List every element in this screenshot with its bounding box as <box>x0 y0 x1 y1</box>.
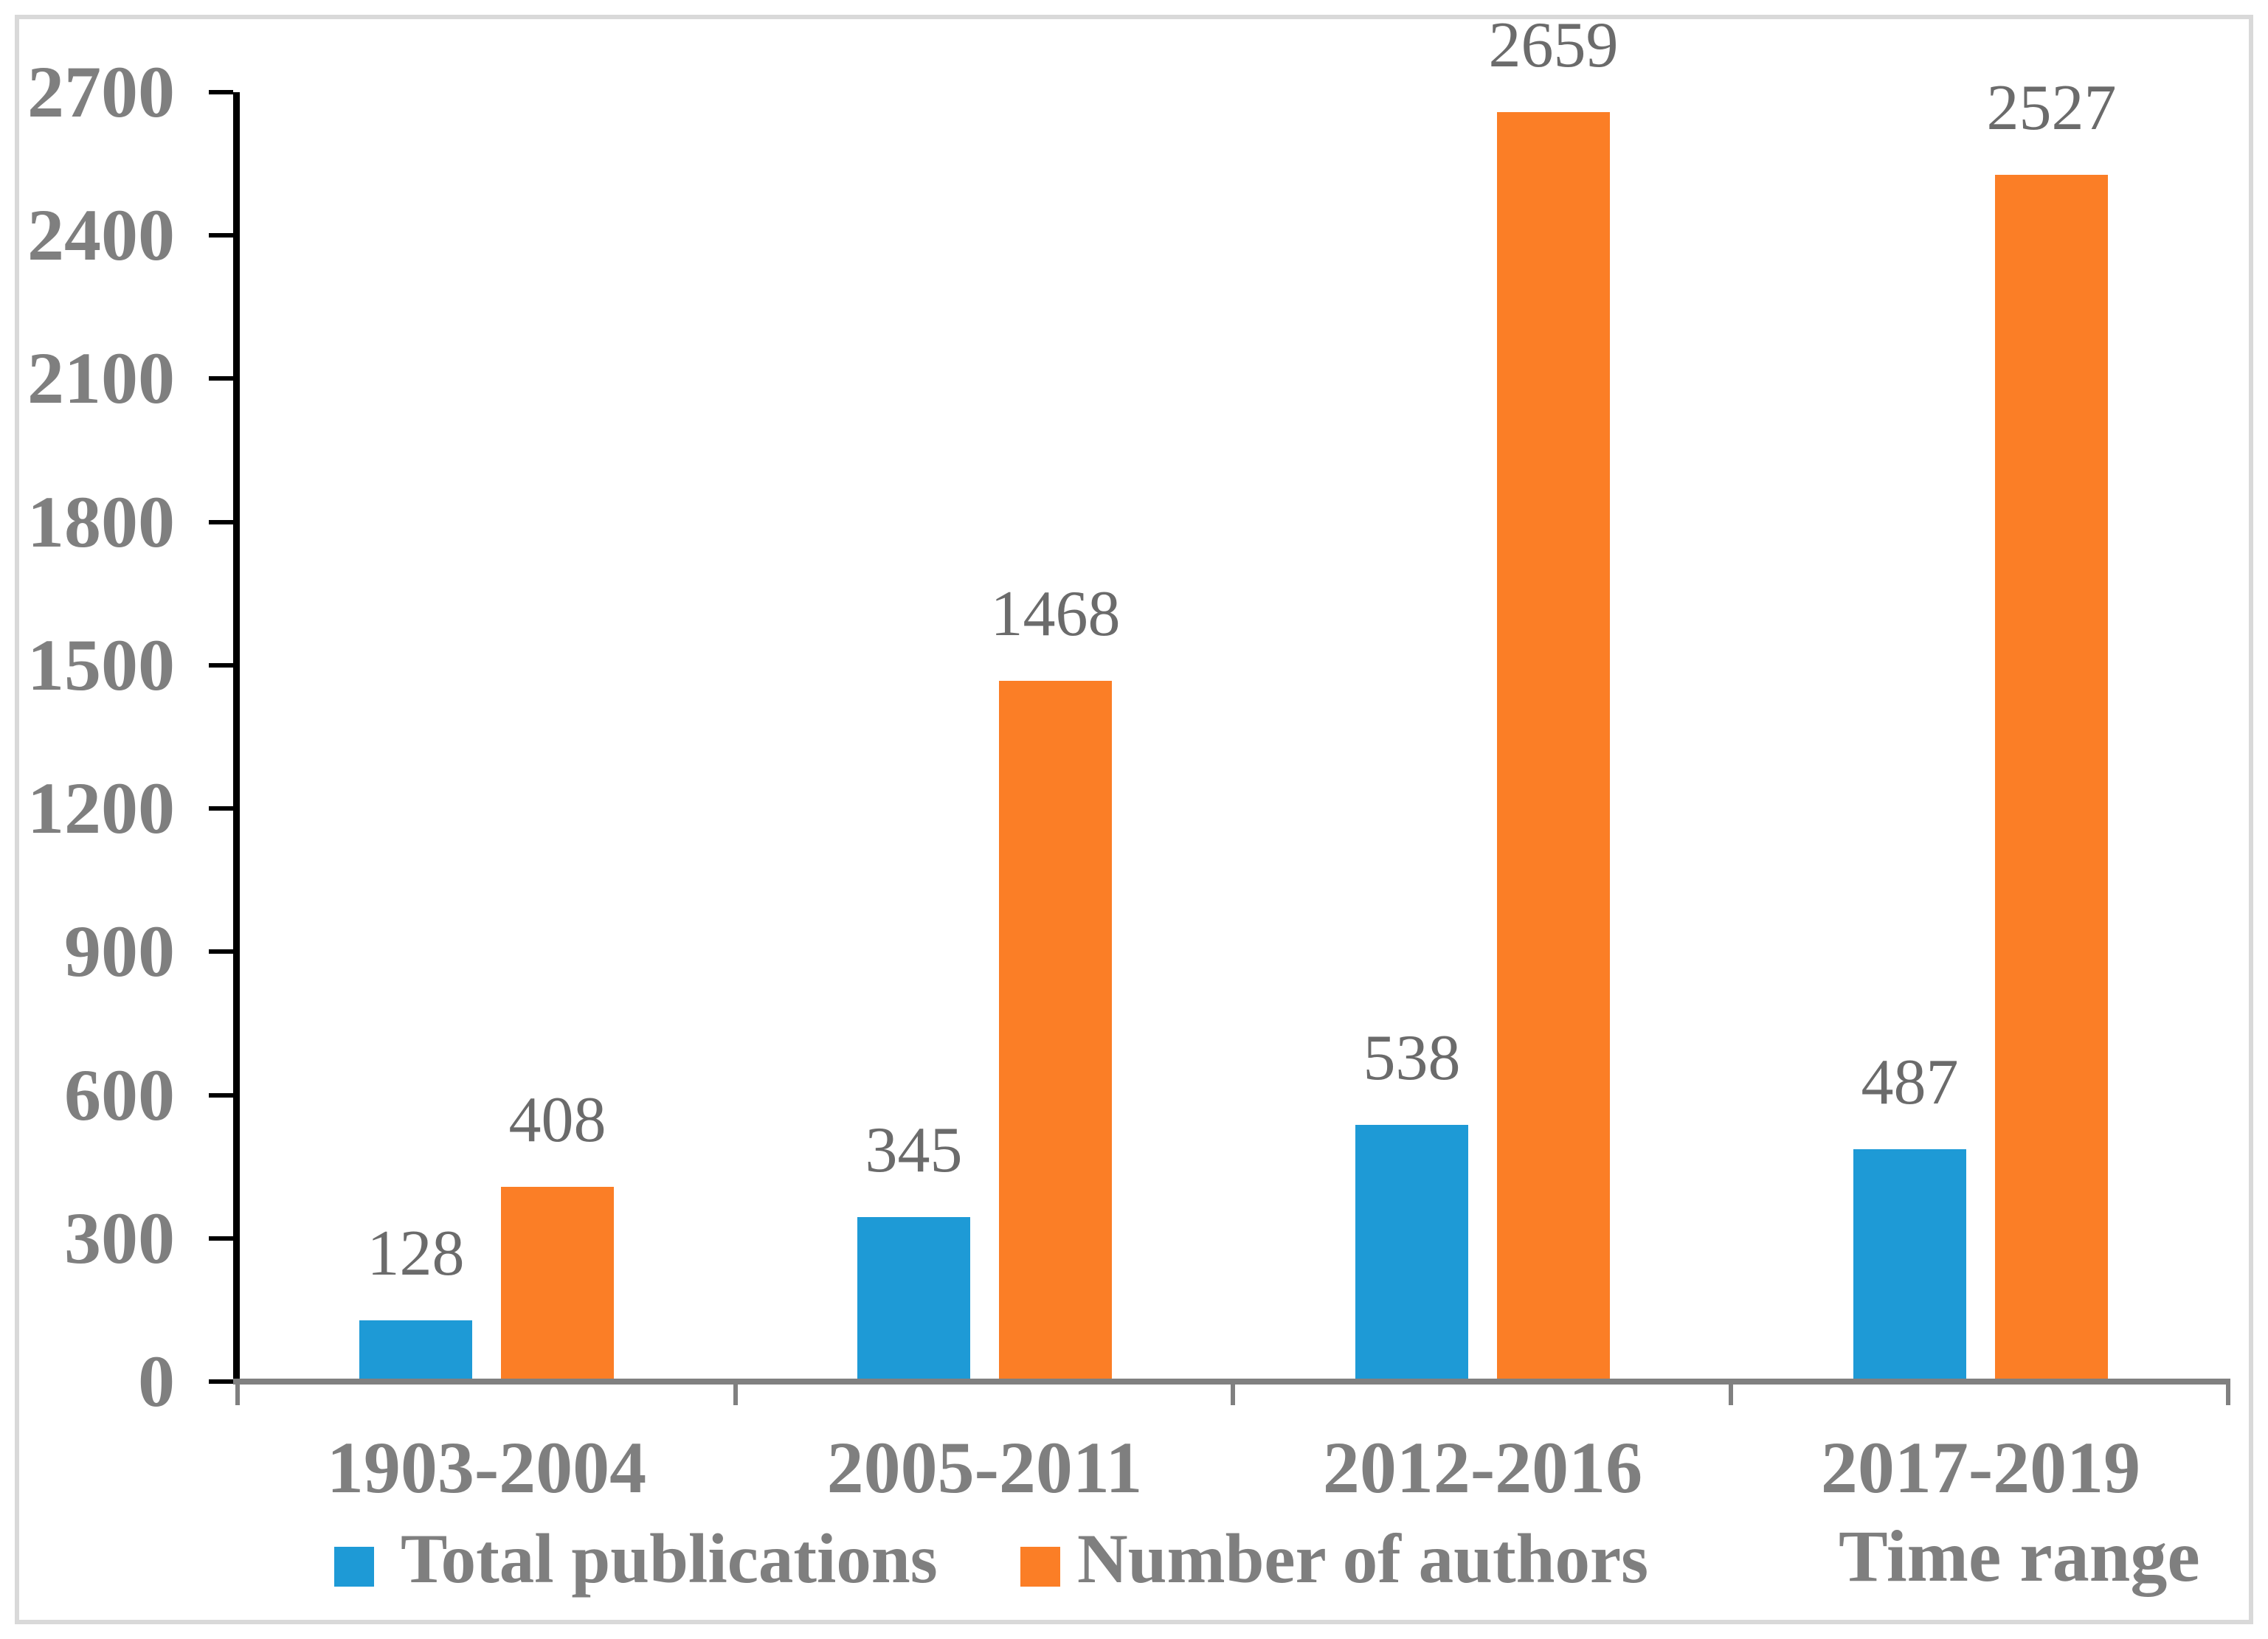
data-label-number-of-authors-1903-2004: 408 <box>508 1084 606 1156</box>
data-label-total-publications-2005-2011: 345 <box>865 1114 963 1186</box>
data-label-number-of-authors-2012-2016: 2659 <box>1488 9 1619 81</box>
x-tick-label-2005-2011: 2005-2011 <box>826 1427 1143 1508</box>
legend-label-total-publications: Total publications <box>401 1520 938 1598</box>
y-tick-mark-1800 <box>208 519 233 524</box>
x-tick-label-1903-2004: 1903-2004 <box>326 1427 647 1508</box>
x-tick-mark-4 <box>2226 1385 2230 1405</box>
x-tick-mark-0 <box>235 1385 240 1405</box>
data-label-total-publications-1903-2004: 128 <box>367 1218 465 1290</box>
y-tick-label-2700: 2700 <box>27 51 175 133</box>
y-tick-mark-900 <box>208 949 233 954</box>
y-tick-mark-1500 <box>208 662 233 668</box>
y-tick-label-1800: 1800 <box>27 480 175 563</box>
y-tick-label-1500: 1500 <box>27 623 175 706</box>
x-tick-mark-2 <box>1231 1385 1235 1405</box>
y-tick-mark-1200 <box>208 806 233 811</box>
data-label-total-publications-2017-2019: 487 <box>1861 1046 1959 1118</box>
bar-number-of-authors-2017-2019 <box>1995 175 2108 1382</box>
x-axis-line <box>232 1379 2230 1385</box>
bar-number-of-authors-2005-2011 <box>999 680 1112 1382</box>
y-tick-label-2400: 2400 <box>27 194 175 277</box>
data-label-number-of-authors-2017-2019: 2527 <box>1986 72 2117 144</box>
bar-number-of-authors-1903-2004 <box>501 1186 614 1382</box>
y-tick-label-600: 600 <box>64 1053 175 1136</box>
bar-total-publications-2012-2016 <box>1355 1124 1468 1382</box>
chart-frame-border <box>15 15 2253 1624</box>
x-tick-label-2017-2019: 2017-2019 <box>1820 1427 2141 1508</box>
x-tick-label-2012-2016: 2012-2016 <box>1322 1427 1643 1508</box>
y-tick-label-900: 900 <box>64 910 175 993</box>
data-label-total-publications-2012-2016: 538 <box>1363 1022 1461 1094</box>
x-axis-title: Time range <box>1839 1515 2200 1597</box>
legend-label-number-of-authors: Number of authors <box>1077 1520 1649 1598</box>
y-tick-mark-2700 <box>208 90 233 94</box>
bar-total-publications-1903-2004 <box>359 1320 472 1382</box>
y-tick-label-2100: 2100 <box>27 337 175 420</box>
y-tick-mark-2100 <box>208 376 233 381</box>
y-tick-mark-300 <box>208 1236 233 1241</box>
x-tick-mark-3 <box>1728 1385 1733 1405</box>
bar-total-publications-2005-2011 <box>857 1216 970 1382</box>
y-tick-mark-0 <box>208 1379 233 1384</box>
data-label-number-of-authors-2005-2011: 1468 <box>990 578 1121 650</box>
legend-swatch-number-of-authors <box>1020 1547 1060 1587</box>
bar-number-of-authors-2012-2016 <box>1497 111 1610 1382</box>
y-axis-line <box>232 92 240 1385</box>
y-tick-mark-600 <box>208 1092 233 1098</box>
bar-total-publications-2017-2019 <box>1853 1148 1966 1382</box>
y-tick-label-1200: 1200 <box>27 767 175 850</box>
y-tick-label-300: 300 <box>64 1196 175 1279</box>
y-tick-label-0: 0 <box>138 1340 175 1422</box>
legend-swatch-total-publications <box>334 1547 374 1587</box>
y-tick-mark-2400 <box>208 233 233 238</box>
x-tick-mark-1 <box>733 1385 738 1405</box>
